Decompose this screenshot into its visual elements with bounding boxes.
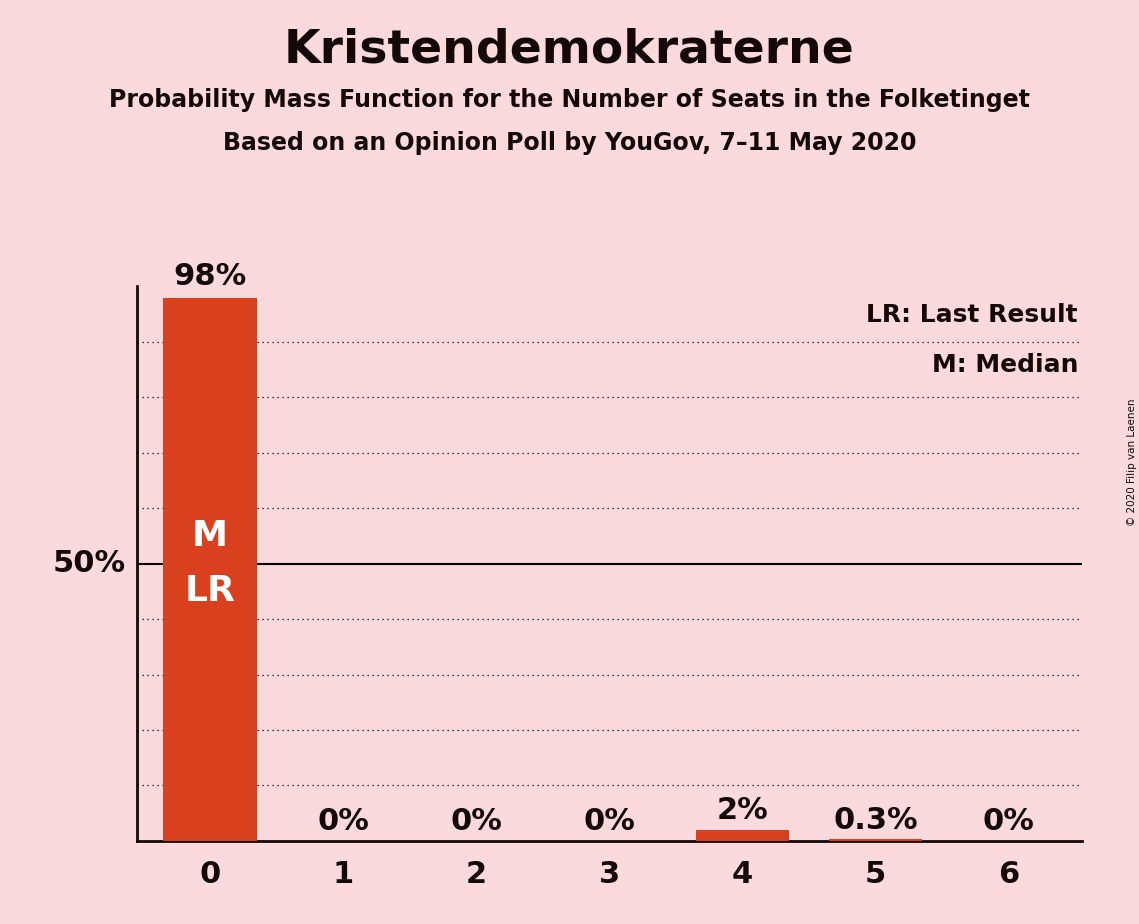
Text: M: Median: M: Median (932, 353, 1077, 377)
Text: © 2020 Filip van Laenen: © 2020 Filip van Laenen (1126, 398, 1137, 526)
Text: 0%: 0% (450, 808, 502, 836)
Text: 2%: 2% (716, 796, 769, 825)
Bar (163, 298, 256, 841)
Text: LR: Last Result: LR: Last Result (867, 303, 1077, 327)
Text: 0%: 0% (583, 808, 636, 836)
Text: Probability Mass Function for the Number of Seats in the Folketinget: Probability Mass Function for the Number… (109, 88, 1030, 112)
Text: Kristendemokraterne: Kristendemokraterne (284, 28, 855, 73)
Text: M: M (191, 519, 228, 553)
Bar (829, 839, 923, 841)
Text: LR: LR (185, 575, 236, 608)
Text: 0%: 0% (317, 808, 369, 836)
Bar (696, 830, 789, 841)
Text: 0.3%: 0.3% (834, 806, 918, 834)
Text: 50%: 50% (52, 549, 125, 578)
Text: Based on an Opinion Poll by YouGov, 7–11 May 2020: Based on an Opinion Poll by YouGov, 7–11… (223, 131, 916, 155)
Text: 98%: 98% (173, 261, 246, 291)
Text: 0%: 0% (983, 808, 1034, 836)
